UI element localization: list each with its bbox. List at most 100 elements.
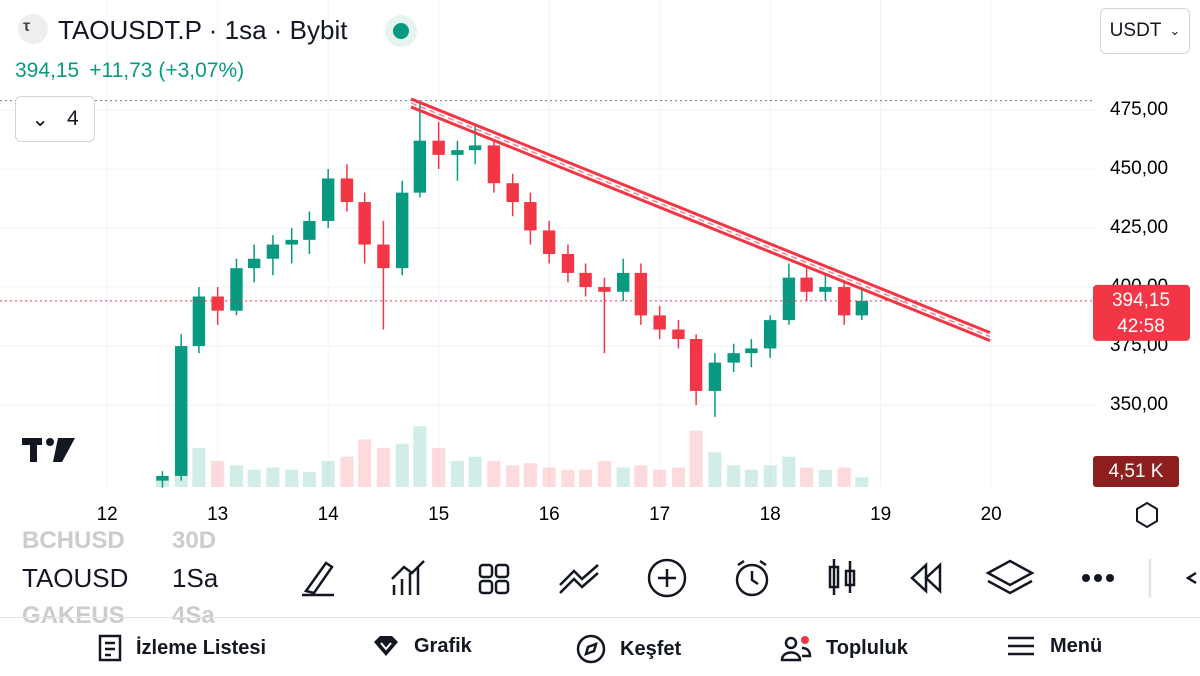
candle-body bbox=[689, 338, 703, 391]
volume-bar bbox=[689, 430, 703, 487]
change: +11,73 (+3,07%) bbox=[89, 59, 245, 82]
nav-explore[interactable]: Keşfet bbox=[576, 634, 681, 664]
volume-bar bbox=[340, 456, 354, 487]
currency-select[interactable]: USDT ⌄ bbox=[1100, 8, 1190, 54]
nav-menu[interactable]: Menü bbox=[1006, 634, 1102, 658]
candle-body bbox=[542, 230, 556, 255]
candle-body bbox=[579, 272, 592, 288]
draw-tool[interactable] bbox=[302, 561, 334, 597]
indicators-tool[interactable] bbox=[391, 560, 425, 595]
x-tick-label: 15 bbox=[428, 504, 449, 525]
candle-body bbox=[763, 320, 777, 349]
bottom-nav: İzleme Listesi Grafik Keşfet Topluluk Me… bbox=[0, 617, 1200, 676]
volume-bar bbox=[376, 448, 390, 487]
candle-body bbox=[782, 277, 796, 321]
nav-label: Grafik bbox=[414, 634, 472, 657]
candle-body bbox=[561, 254, 575, 273]
nav-label: Menü bbox=[1050, 634, 1103, 657]
volume-bar bbox=[727, 465, 741, 487]
countdown: 42:58 bbox=[1117, 316, 1165, 337]
alert-tool[interactable] bbox=[735, 559, 769, 597]
volume-bar bbox=[653, 469, 667, 487]
candle-body bbox=[247, 258, 261, 269]
volume-bar bbox=[579, 469, 593, 487]
trendline bbox=[410, 97, 991, 335]
candle-body bbox=[358, 202, 371, 245]
y-tick-label: 450,00 bbox=[1110, 158, 1168, 179]
indicator-toggle[interactable]: ⌄ 4 bbox=[15, 96, 95, 142]
candle-body bbox=[413, 140, 427, 193]
volume-bar bbox=[285, 469, 299, 487]
volume-bar bbox=[855, 477, 869, 487]
candle-body bbox=[708, 362, 722, 391]
trendline-mid bbox=[410, 102, 991, 338]
status bbox=[385, 15, 417, 47]
last-price-label: 394,15 bbox=[1112, 290, 1170, 311]
candle-body bbox=[266, 244, 280, 259]
volume-bar bbox=[266, 467, 280, 487]
x-tick-label: 13 bbox=[207, 504, 228, 525]
candle-body bbox=[451, 150, 464, 155]
candle-body bbox=[340, 178, 354, 203]
add-tool[interactable] bbox=[647, 558, 687, 598]
volume-bar bbox=[744, 469, 758, 487]
toolbar-symbol[interactable]: TAOUSD bbox=[22, 563, 129, 593]
volume-label: 4,51 K bbox=[1109, 461, 1164, 482]
nav-label: Keşfet bbox=[620, 637, 682, 660]
candle-body bbox=[303, 220, 316, 240]
candle-body bbox=[192, 296, 206, 347]
chart-type-tool[interactable] bbox=[828, 559, 856, 595]
volume-bar bbox=[211, 461, 225, 487]
candle-body bbox=[634, 272, 648, 316]
trendline bbox=[410, 105, 991, 343]
axis-settings[interactable] bbox=[1136, 501, 1158, 529]
layout-tool[interactable] bbox=[478, 563, 510, 595]
x-tick-label: 18 bbox=[760, 504, 781, 525]
volume-bar bbox=[800, 467, 814, 487]
volume-bar bbox=[321, 461, 335, 487]
candle-body bbox=[653, 315, 666, 330]
last-price: 394,15 bbox=[15, 59, 80, 82]
compare-tool[interactable] bbox=[559, 564, 599, 594]
candle-body bbox=[211, 296, 224, 311]
toolbar-interval[interactable]: 1Sa bbox=[172, 563, 219, 593]
y-tick-label: 475,00 bbox=[1110, 99, 1168, 120]
candle-body bbox=[727, 353, 740, 363]
volume-bar bbox=[671, 467, 686, 487]
candle-body bbox=[800, 277, 813, 292]
x-tick-label: 14 bbox=[318, 504, 340, 525]
ghost-symbol: GAKEUS bbox=[22, 602, 125, 629]
candle-body bbox=[672, 329, 685, 339]
volume-bar bbox=[247, 469, 261, 487]
volume-bar bbox=[837, 467, 851, 487]
more-tool[interactable] bbox=[1082, 574, 1114, 582]
volume-bar bbox=[523, 463, 537, 487]
candle-body bbox=[487, 145, 501, 184]
replay-tool[interactable] bbox=[910, 562, 942, 594]
volume-bar bbox=[818, 469, 832, 487]
candle-body bbox=[506, 183, 519, 203]
x-tick-label: 19 bbox=[870, 504, 891, 525]
candle-body bbox=[432, 140, 445, 155]
ghost-symbol: BCHUSD bbox=[22, 527, 125, 554]
candle-body bbox=[321, 178, 335, 221]
candle-body bbox=[745, 348, 758, 354]
volume-bar bbox=[468, 456, 482, 487]
ghost-interval: 30D bbox=[172, 527, 217, 554]
volume-bar bbox=[358, 439, 372, 487]
tv-logo bbox=[22, 438, 75, 462]
nav-community[interactable]: Topluluk bbox=[780, 634, 908, 662]
layers-tool[interactable] bbox=[985, 559, 1035, 595]
volume-bar bbox=[542, 467, 556, 487]
volume-bar bbox=[487, 461, 501, 487]
y-tick-label: 425,00 bbox=[1110, 217, 1168, 238]
nav-label: İzleme Listesi bbox=[136, 636, 267, 659]
symbol-title[interactable]: TAOUSDT.P · 1sa · Bybit bbox=[58, 15, 348, 45]
volume-bar bbox=[597, 461, 611, 487]
nav-watchlist[interactable]: İzleme Listesi bbox=[98, 634, 266, 662]
nav-chart[interactable]: Grafik bbox=[372, 634, 472, 658]
toolbar-icons bbox=[302, 558, 1197, 598]
candle-body bbox=[175, 346, 188, 476]
volume-bar bbox=[616, 467, 630, 487]
